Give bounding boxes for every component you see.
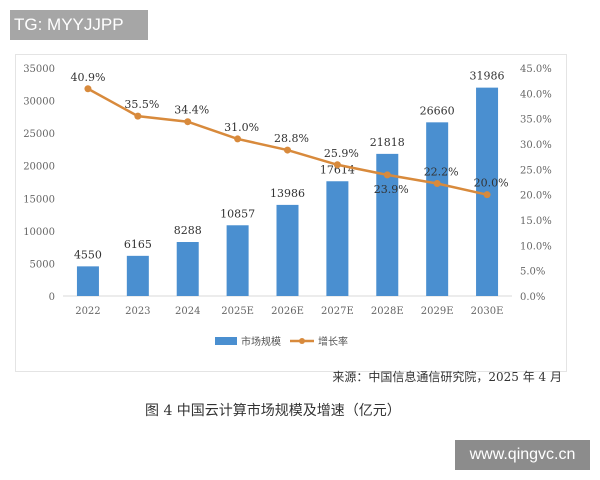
y2-tick-label: 40.0% bbox=[520, 89, 552, 100]
y2-tick-label: 20.0% bbox=[520, 191, 552, 202]
x-tick-label: 2029E bbox=[421, 306, 454, 317]
line-data-label: 22.2% bbox=[424, 166, 459, 179]
bar bbox=[226, 225, 249, 296]
line-point bbox=[134, 112, 142, 120]
bar bbox=[176, 242, 199, 296]
bar-data-label: 4550 bbox=[74, 248, 102, 261]
line-point bbox=[433, 180, 441, 188]
bar-data-label: 31986 bbox=[470, 70, 505, 83]
line-data-label: 20.0% bbox=[474, 177, 509, 190]
bar bbox=[76, 266, 99, 296]
line-point bbox=[483, 191, 491, 199]
chart-source: 来源：中国信息通信研究院，2025 年 4 月 bbox=[332, 370, 562, 384]
line-data-label: 25.9% bbox=[324, 147, 359, 160]
line-data-label: 28.8% bbox=[274, 132, 309, 145]
y-tick-label: 10000 bbox=[23, 227, 55, 238]
line-data-label: 31.0% bbox=[224, 121, 259, 134]
bar-data-label: 13986 bbox=[270, 187, 305, 200]
line-data-label: 23.9% bbox=[374, 183, 409, 196]
x-tick-label: 2025E bbox=[221, 306, 254, 317]
bar bbox=[276, 204, 299, 296]
x-tick-label: 2024 bbox=[175, 306, 200, 317]
line-data-label: 34.4% bbox=[174, 104, 209, 117]
y-tick-label: 30000 bbox=[23, 97, 55, 108]
y2-tick-label: 15.0% bbox=[520, 216, 552, 227]
y-tick-label: 5000 bbox=[30, 259, 55, 270]
bar-data-label: 6165 bbox=[124, 238, 152, 251]
chart-frame bbox=[15, 54, 567, 372]
chart-title: 图 4 中国云计算市场规模及增速（亿元） bbox=[145, 403, 401, 419]
tg-watermark: TG: MYYJJPP bbox=[10, 10, 148, 40]
y-tick-label: 35000 bbox=[23, 64, 55, 75]
x-tick-label: 2027E bbox=[321, 306, 354, 317]
bar bbox=[376, 153, 399, 296]
y2-tick-label: 35.0% bbox=[520, 115, 552, 126]
legend-bar-swatch bbox=[215, 337, 237, 345]
bar-data-label: 21818 bbox=[370, 136, 405, 149]
y2-tick-label: 30.0% bbox=[520, 140, 552, 151]
line-data-label: 35.5% bbox=[124, 98, 159, 111]
y-tick-label: 15000 bbox=[23, 194, 55, 205]
bar bbox=[326, 181, 349, 296]
x-tick-label: 2028E bbox=[371, 306, 404, 317]
legend-line-label: 增长率 bbox=[318, 335, 348, 348]
y2-tick-label: 5.0% bbox=[520, 267, 545, 278]
line-point bbox=[184, 118, 192, 126]
y2-tick-label: 10.0% bbox=[520, 241, 552, 252]
x-tick-label: 2030E bbox=[471, 306, 504, 317]
x-tick-label: 2023 bbox=[125, 306, 150, 317]
bar-data-label: 10857 bbox=[220, 207, 255, 220]
y2-tick-label: 45.0% bbox=[520, 64, 552, 75]
line-point bbox=[284, 146, 291, 154]
line-point bbox=[234, 135, 242, 143]
site-watermark: www.qingvc.cn bbox=[455, 440, 590, 470]
line-point bbox=[333, 161, 341, 169]
x-tick-label: 2026E bbox=[271, 306, 304, 317]
y-tick-label: 25000 bbox=[23, 129, 55, 140]
y-tick-label: 20000 bbox=[23, 162, 55, 173]
y2-tick-label: 0.0% bbox=[520, 292, 545, 303]
x-tick-label: 2022 bbox=[75, 306, 100, 317]
bar bbox=[126, 255, 149, 296]
line-point bbox=[383, 171, 391, 179]
bar-data-label: 26660 bbox=[420, 104, 455, 117]
y2-tick-label: 25.0% bbox=[520, 165, 552, 176]
y-tick-label: 0 bbox=[49, 292, 55, 303]
bar bbox=[426, 122, 449, 297]
line-point bbox=[84, 85, 92, 93]
line-data-label: 40.9% bbox=[70, 71, 105, 84]
legend-line-marker bbox=[299, 338, 305, 344]
legend-bar-label: 市场规模 bbox=[241, 335, 281, 348]
bar-data-label: 8288 bbox=[174, 224, 202, 237]
